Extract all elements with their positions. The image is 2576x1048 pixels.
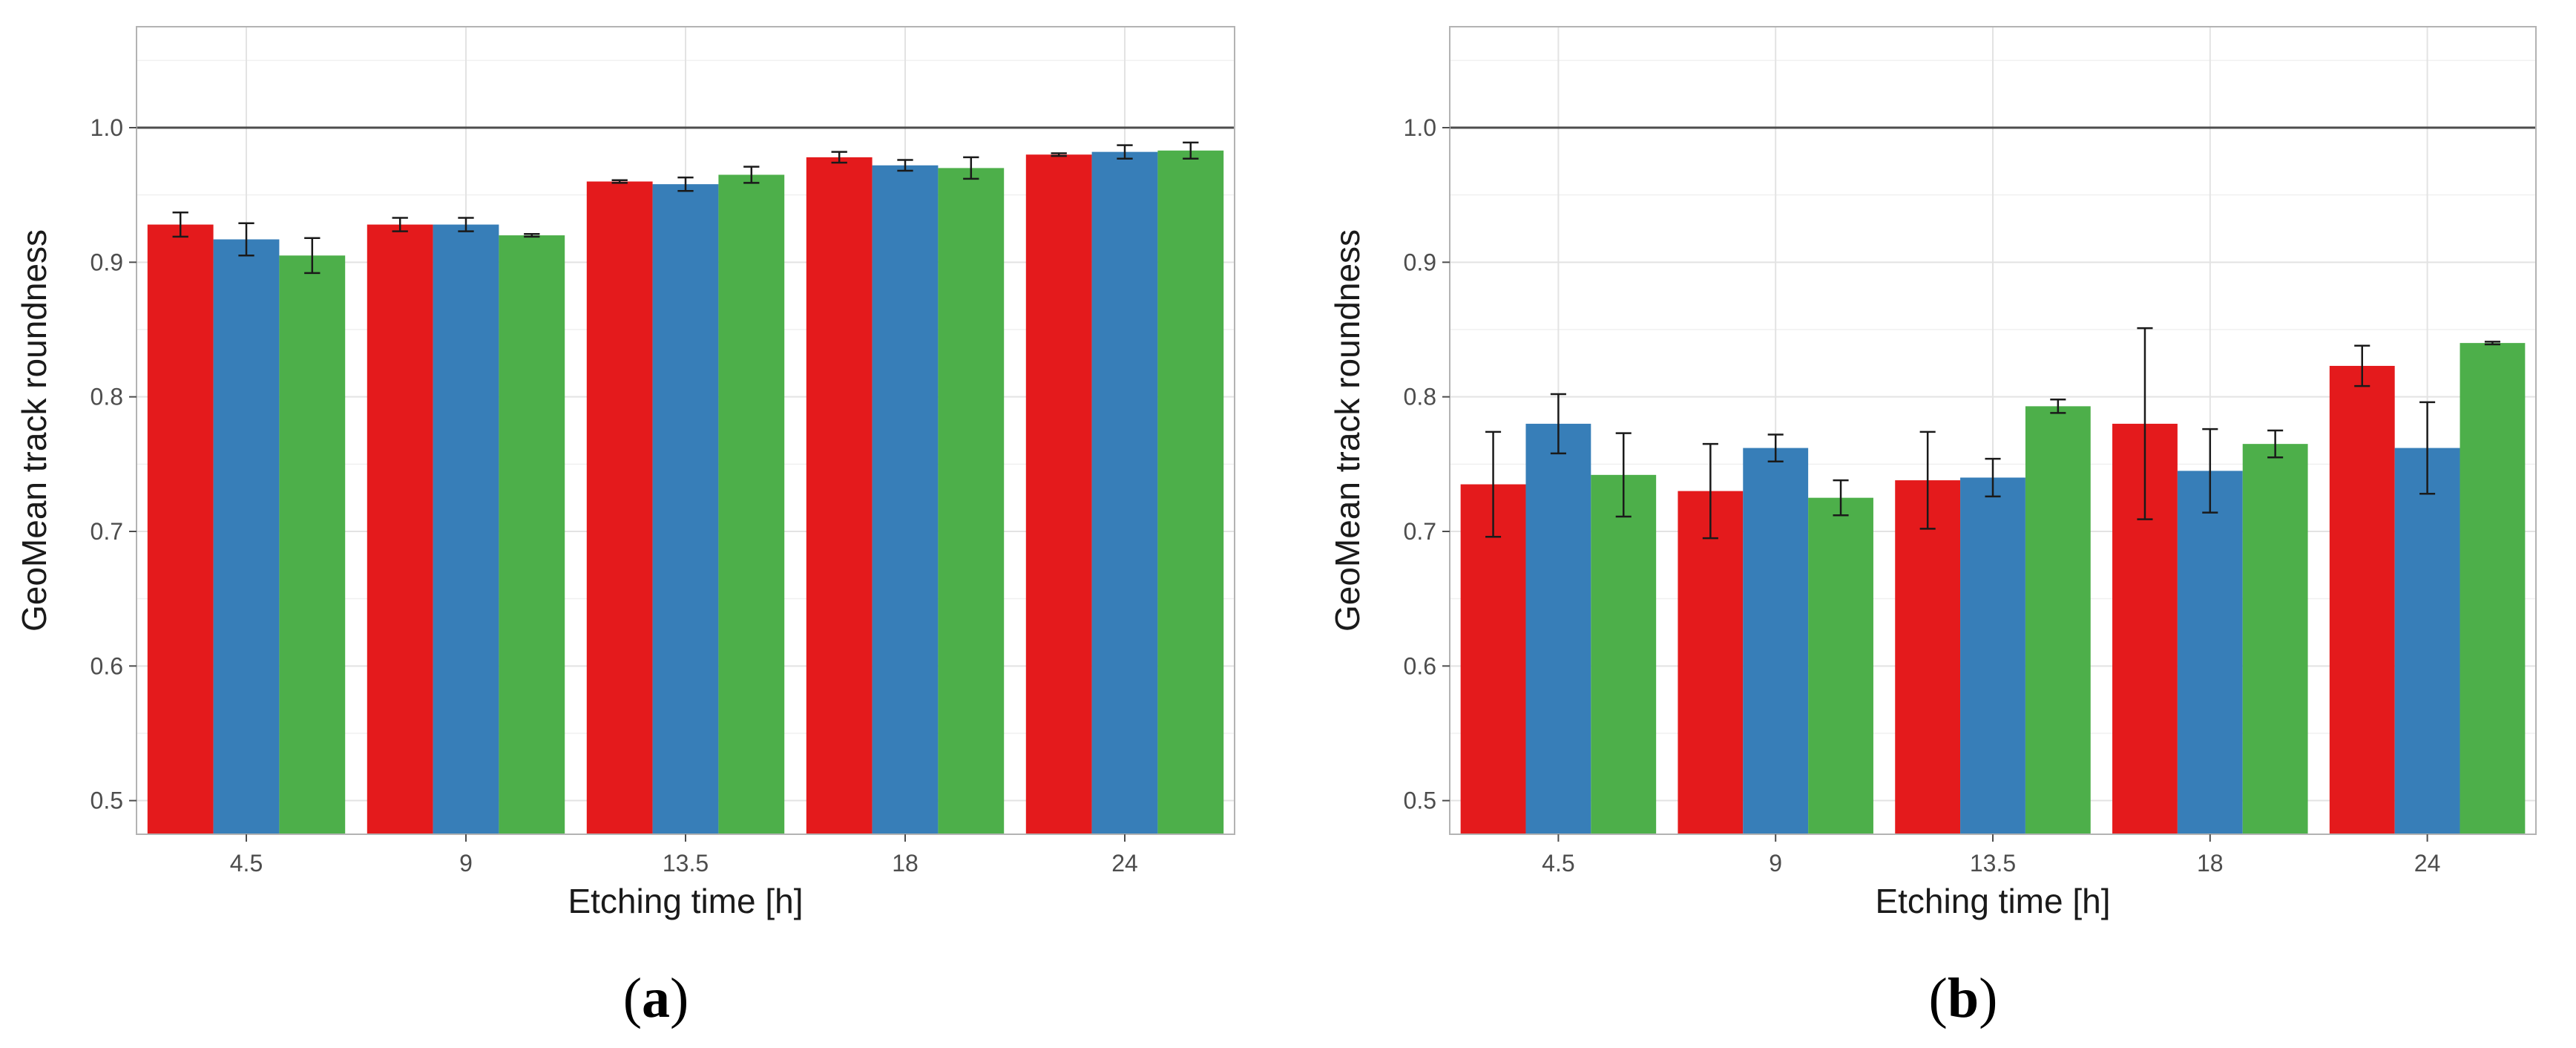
y-tick-label: 1.0 — [1404, 114, 1436, 141]
bar-a-series-3-13.5 — [718, 174, 785, 834]
y-tick-label: 1.0 — [91, 114, 123, 141]
x-axis-title: Etching time [h] — [1875, 882, 2110, 920]
bar-a-series-1-4.5 — [147, 224, 214, 834]
panel-label: (a) — [623, 967, 689, 1029]
x-tick-label: 18 — [892, 850, 919, 877]
x-tick-label: 24 — [2414, 850, 2441, 877]
bar-b-series-1-13.5 — [1895, 480, 1961, 834]
y-tick-label: 0.7 — [91, 518, 123, 545]
panel-label: (b) — [1929, 967, 1998, 1029]
bar-a-series-3-9 — [499, 235, 565, 835]
bar-a-series-3-18 — [938, 168, 1005, 834]
bar-b-series-2-18 — [2177, 471, 2243, 834]
bar-b-series-3-13.5 — [2025, 406, 2091, 834]
x-tick-label: 24 — [1111, 850, 1138, 877]
bar-b-series-1-4.5 — [1460, 484, 1526, 834]
bar-b-series-2-24 — [2394, 448, 2460, 834]
x-tick-label: 9 — [459, 850, 473, 877]
x-tick-label: 4.5 — [1542, 850, 1574, 877]
bar-a-series-2-9 — [433, 224, 499, 834]
y-tick-label: 0.6 — [1404, 652, 1436, 679]
x-tick-label: 9 — [1769, 850, 1782, 877]
bar-b-series-3-18 — [2242, 444, 2308, 834]
bar-b-series-2-13.5 — [1960, 477, 2025, 834]
x-tick-label: 4.5 — [230, 850, 263, 877]
y-tick-label: 0.7 — [1404, 518, 1436, 545]
y-tick-label: 0.5 — [1404, 787, 1436, 814]
y-tick-label: 0.9 — [1404, 249, 1436, 275]
bar-b-series-2-9 — [1743, 448, 1809, 834]
y-tick-label: 0.5 — [91, 787, 123, 814]
y-tick-label: 0.8 — [1404, 384, 1436, 410]
bar-a-series-1-24 — [1025, 154, 1092, 834]
x-tick-label: 13.5 — [663, 850, 709, 877]
x-axis-title: Etching time [h] — [568, 882, 803, 920]
bar-b-series-1-24 — [2329, 365, 2395, 835]
bar-b-series-3-24 — [2460, 343, 2526, 835]
bar-b-series-3-4.5 — [1591, 474, 1657, 834]
bar-a-series-1-13.5 — [586, 181, 653, 835]
bar-a-series-2-4.5 — [213, 239, 280, 834]
bar-a-series-2-18 — [872, 165, 939, 835]
bar-a-series-3-4.5 — [279, 255, 346, 834]
bar-a-series-3-24 — [1157, 150, 1224, 834]
y-tick-label: 0.6 — [91, 652, 123, 679]
x-tick-label: 13.5 — [1970, 850, 2016, 877]
bar-a-series-2-13.5 — [652, 184, 719, 834]
x-tick-label: 18 — [2197, 850, 2224, 877]
bar-a-series-1-18 — [806, 157, 873, 835]
bar-a-series-1-9 — [367, 224, 433, 834]
y-axis-title: GeoMean track roundness — [1328, 229, 1367, 632]
bar-b-series-2-4.5 — [1525, 423, 1591, 834]
bar-b-series-1-9 — [1678, 491, 1744, 834]
y-tick-label: 0.8 — [91, 384, 123, 410]
bar-a-series-2-24 — [1091, 151, 1158, 834]
y-axis-title: GeoMean track roundness — [15, 229, 53, 632]
y-tick-label: 0.9 — [91, 249, 123, 275]
bar-b-series-3-9 — [1808, 497, 1873, 834]
